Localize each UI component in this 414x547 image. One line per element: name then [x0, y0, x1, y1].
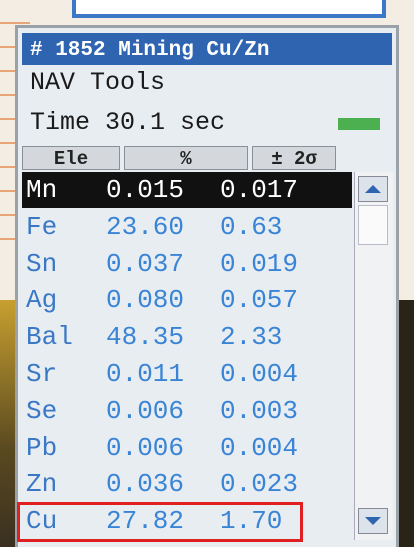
percent-cell: 0.080 [106, 285, 185, 316]
progress-bar [338, 118, 380, 130]
element-cell: Sr [26, 359, 58, 389]
highlight-box [17, 502, 303, 542]
column-header: ± 2σ [252, 146, 336, 170]
percent-cell: 0.037 [106, 248, 185, 279]
percent-cell: 48.35 [106, 322, 185, 353]
percent-cell: 0.006 [106, 432, 185, 463]
percent-cell: 23.60 [106, 211, 185, 242]
percent-cell: 0.015 [106, 175, 185, 205]
table-row[interactable]: Cu 27.82 1.70 [22, 503, 352, 539]
menu-label[interactable]: NAV Tools [30, 68, 166, 97]
error-cell: 0.019 [220, 248, 299, 279]
error-cell: 0.003 [220, 395, 299, 426]
scroll-thumb[interactable] [358, 205, 388, 245]
element-cell: Pb [26, 432, 58, 463]
table-row[interactable]: Sn 0.037 0.019 [22, 246, 352, 282]
error-cell: 0.004 [220, 359, 299, 389]
table-row[interactable]: Pb 0.006 0.004 [22, 430, 352, 466]
element-cell: Fe [26, 211, 58, 242]
table-row[interactable]: Se 0.006 0.003 [22, 393, 352, 429]
percent-cell: 0.006 [106, 395, 185, 426]
column-header: Ele [22, 146, 120, 170]
element-cell: Bal [26, 322, 73, 353]
device-screen [18, 28, 396, 547]
percent-cell: 27.82 [106, 506, 185, 537]
percent-cell: 0.036 [106, 469, 185, 500]
down-icon [365, 517, 381, 525]
annotation-box [72, 0, 386, 18]
table-row[interactable]: Mn 0.015 0.017 [22, 172, 352, 208]
error-cell: 0.017 [220, 175, 299, 205]
table-row[interactable]: Ag 0.080 0.057 [22, 282, 352, 318]
percent-cell: 0.011 [106, 359, 185, 389]
title-bar: # 1852 Mining Cu/Zn [22, 33, 392, 65]
column-header: % [124, 146, 248, 170]
table-row[interactable]: Sr 0.011 0.004 [22, 356, 352, 392]
element-cell: Mn [26, 175, 58, 205]
element-cell: Cu [26, 506, 58, 537]
table-row[interactable]: Zn 0.036 0.023 [22, 466, 352, 502]
error-cell: 0.004 [220, 432, 299, 463]
error-cell: 0.057 [220, 285, 299, 316]
table-row[interactable]: Fe 23.60 0.63 [22, 209, 352, 245]
element-cell: Se [26, 395, 58, 426]
element-cell: Ag [26, 285, 58, 316]
table-row[interactable]: Bal 48.35 2.33 [22, 319, 352, 355]
element-cell: Zn [26, 469, 58, 500]
error-cell: 1.70 [220, 506, 283, 537]
error-cell: 0.023 [220, 469, 299, 500]
up-icon [365, 185, 381, 193]
scroll-down[interactable] [358, 508, 388, 534]
error-cell: 2.33 [220, 322, 283, 353]
element-cell: Sn [26, 248, 58, 279]
scroll-up[interactable] [358, 176, 388, 202]
error-cell: 0.63 [220, 211, 283, 242]
time-label: Time 30.1 sec [30, 108, 226, 137]
